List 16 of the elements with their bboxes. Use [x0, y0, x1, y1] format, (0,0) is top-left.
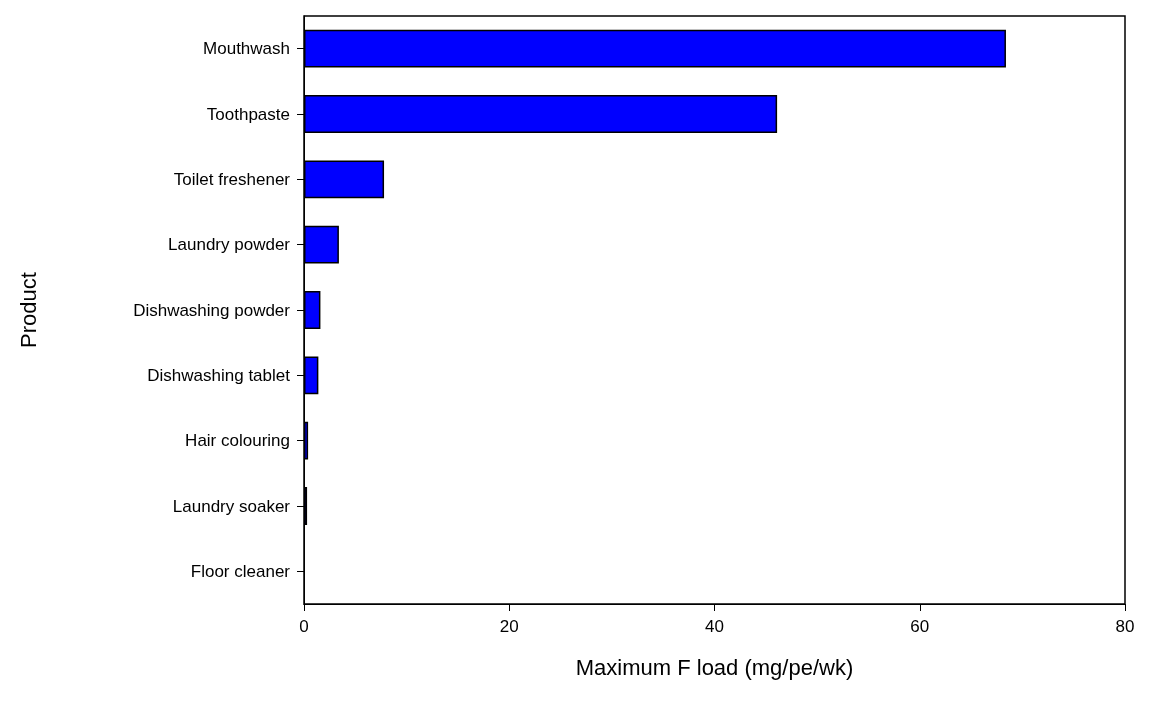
y-tick-label: Mouthwash	[203, 39, 290, 59]
x-tick-label: 60	[910, 617, 930, 636]
y-tick-label: Floor cleaner	[190, 561, 291, 581]
y-tick-label: Hair colouring	[185, 431, 290, 451]
x-axis-title: Maximum F load (mg/pe/wk)	[575, 654, 854, 680]
x-tick-label: 80	[1115, 617, 1135, 636]
x-tick-label: 0	[299, 617, 309, 636]
y-tick-label: Toilet freshener	[173, 169, 291, 189]
y-tick-label: Toothpaste	[206, 104, 290, 124]
y-tick-label: Laundry powder	[168, 235, 291, 255]
x-tick-label: 20	[499, 617, 519, 636]
x-tick-label: 40	[705, 617, 724, 636]
y-axis-title: Product	[15, 272, 41, 348]
y-tick-label: Dishwashing tablet	[147, 365, 291, 385]
y-tick-label: Laundry soaker	[172, 496, 291, 516]
y-tick-label: Dishwashing powder	[133, 300, 291, 320]
